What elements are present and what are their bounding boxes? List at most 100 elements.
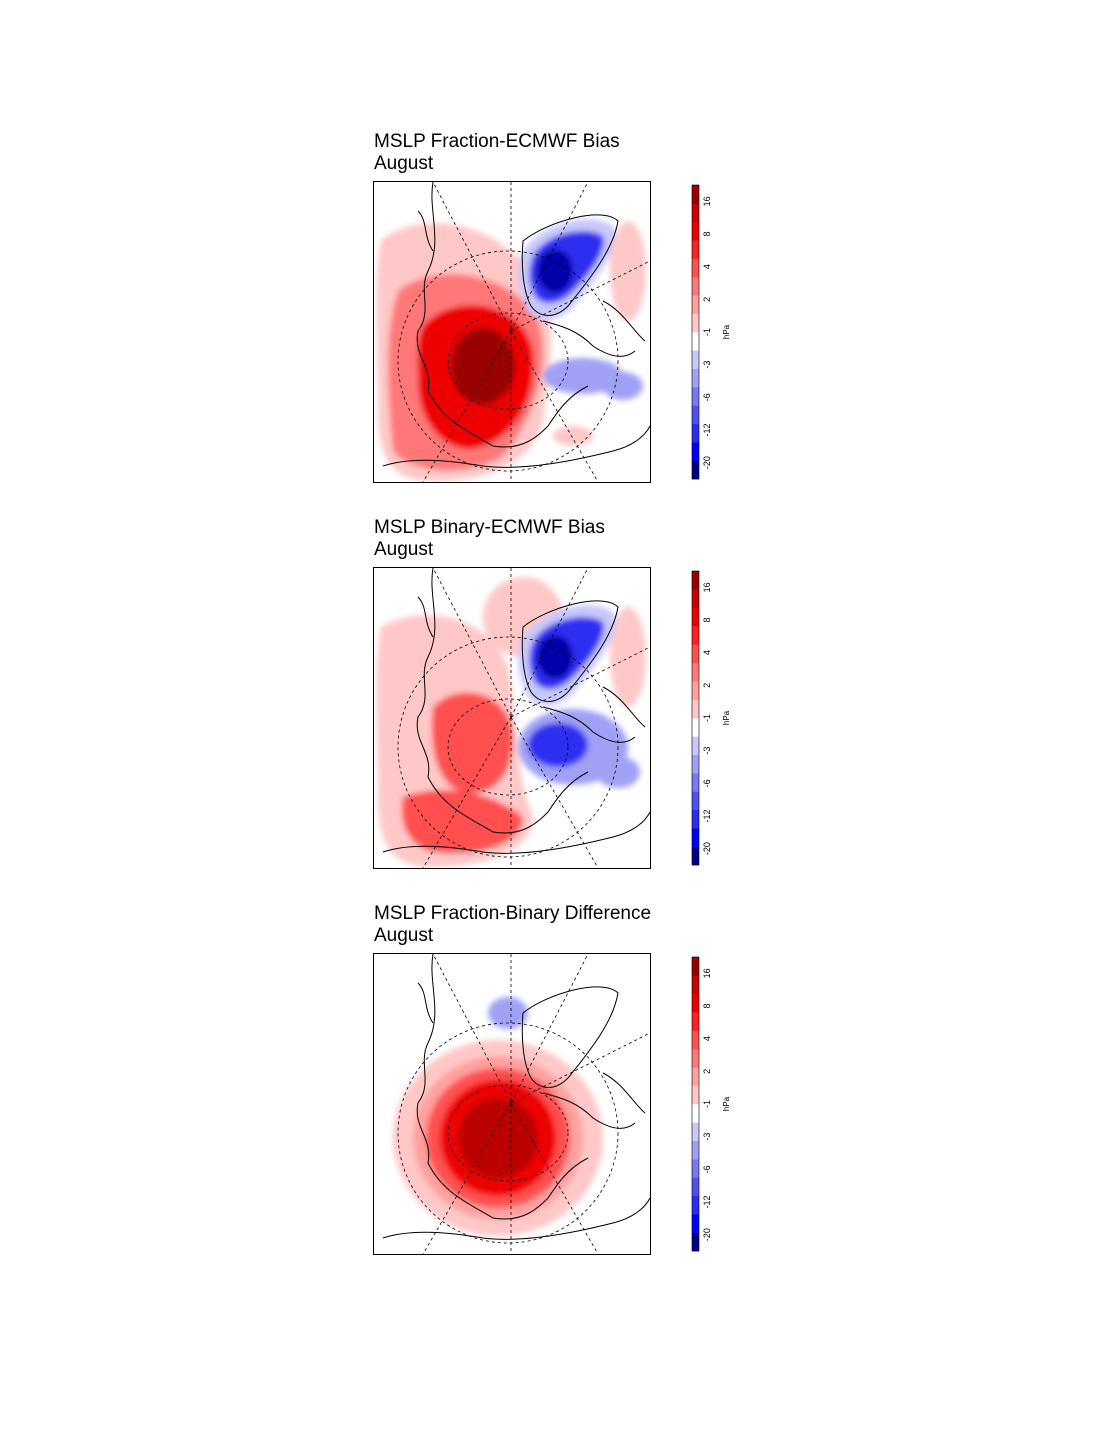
colorbar-swatch (692, 332, 699, 351)
colorbar-swatch (692, 1085, 699, 1105)
colorbar-tick-label: -6 (702, 393, 712, 401)
colorbar-tick-label: -1 (702, 1100, 712, 1108)
panel-subtitle: August (374, 153, 434, 174)
colorbar-unit-label: hPa (722, 710, 731, 725)
colorbar-swatch (692, 571, 699, 590)
colorbar-tick-label: -6 (702, 779, 712, 787)
anomaly-negative-north (488, 997, 528, 1029)
colorbar-tick-label: 8 (702, 1003, 712, 1008)
colorbar-unit-label: hPa (722, 324, 731, 339)
colorbar-tick-label: 8 (702, 231, 712, 236)
colorbar-unit-label: hPa (722, 1096, 731, 1111)
anomaly-negative-core (537, 249, 573, 293)
colorbar-tick-label: -12 (702, 423, 712, 436)
colorbar-tick-label: -12 (702, 1195, 712, 1208)
colorbar-tick-label: 2 (702, 297, 712, 302)
colorbar-tick-label: 4 (702, 1036, 712, 1041)
colorbar-tick-label: -3 (702, 1133, 712, 1141)
colorbar-swatch (692, 626, 699, 645)
colorbar-swatch (692, 350, 699, 370)
colorbar-swatch (692, 681, 699, 700)
colorbar-swatch (692, 1067, 699, 1086)
colorbar-tick-label: 16 (702, 968, 712, 978)
colorbar-tick-label: 2 (702, 683, 712, 688)
colorbar-swatch (692, 846, 699, 866)
colorbar-swatch (692, 1012, 699, 1031)
colorbar-tick-label: -20 (702, 1228, 712, 1241)
colorbar-swatch (692, 368, 699, 388)
map-fraction-binary (373, 953, 651, 1255)
colorbar-swatch (692, 1122, 699, 1142)
colorbar-tick-label: -20 (702, 842, 712, 855)
colorbar-swatch (692, 993, 699, 1013)
colorbar-frame (691, 570, 700, 866)
panel-fraction-binary: MSLP Fraction-Binary Difference August (0, 903, 1105, 1289)
colorbar-tick-label: 8 (702, 617, 712, 622)
colorbar-swatch (692, 1048, 699, 1068)
colorbar-swatch (692, 1214, 699, 1233)
anomaly-negative-east (543, 358, 623, 394)
colorbar-swatch (692, 295, 699, 314)
colorbar-swatch (692, 442, 699, 461)
panel-subtitle: August (374, 539, 434, 560)
colorbar-swatch (692, 1195, 699, 1215)
colorbar-swatch (692, 1232, 699, 1252)
colorbar-tick-label: 4 (702, 650, 712, 655)
colorbar-frame (691, 184, 700, 480)
colorbar-tick-label: -1 (702, 714, 712, 722)
colorbar-swatch (692, 276, 699, 296)
colorbar-tick-label: -1 (702, 328, 712, 336)
colorbar-swatch (692, 791, 699, 811)
colorbar-swatch (692, 460, 699, 480)
colorbar-swatch (692, 405, 699, 425)
colorbar-tick-label: 2 (702, 1069, 712, 1074)
colorbar-swatch (692, 1140, 699, 1160)
colorbar-swatch (692, 607, 699, 627)
colorbar-swatch (692, 203, 699, 223)
colorbar-tick-label: 16 (702, 196, 712, 206)
colorbar-tick-label: -6 (702, 1165, 712, 1173)
colorbar-swatch (692, 1030, 699, 1050)
colorbar-swatch (692, 423, 699, 443)
colorbar-swatch (692, 258, 699, 278)
colorbar-swatch (692, 809, 699, 829)
colorbar-swatch (692, 828, 699, 847)
colorbar-tick-label: -3 (702, 747, 712, 755)
panel-subtitle: August (374, 925, 434, 946)
colorbar-swatch (692, 754, 699, 774)
colorbar-swatch (692, 957, 699, 976)
colorbar-swatch (692, 313, 699, 333)
anomaly-positive-mid (431, 692, 513, 793)
colorbar-swatch (692, 644, 699, 664)
colorbar-swatch (692, 589, 699, 609)
colorbar-tick-label: -20 (702, 456, 712, 469)
panel-title: MSLP Fraction-Binary Difference (374, 903, 652, 924)
colorbar-frame (691, 956, 700, 1252)
colorbar-swatch (692, 699, 699, 719)
colorbar-tick-label: -12 (702, 809, 712, 822)
colorbar-tick-label: 16 (702, 582, 712, 592)
panel-title: MSLP Binary-ECMWF Bias (374, 517, 605, 538)
colorbar-swatch (692, 773, 699, 792)
colorbar-tick-label: -3 (702, 361, 712, 369)
panel-fraction-ecmwf: MSLP Fraction-ECMWF Bias August (0, 131, 1105, 517)
colorbar-swatch (692, 1177, 699, 1197)
colorbar-swatch (692, 736, 699, 756)
panel-title: MSLP Fraction-ECMWF Bias (374, 131, 620, 152)
colorbar-swatch (692, 662, 699, 682)
map-binary-ecmwf (373, 567, 651, 869)
anomaly-positive-peak (458, 1098, 538, 1178)
panel-binary-ecmwf: MSLP Binary-ECMWF Bias August (0, 517, 1105, 903)
colorbar-swatch (692, 221, 699, 241)
colorbar-tick-label: 4 (702, 264, 712, 269)
anomaly-positive-peak (451, 328, 515, 404)
colorbar-swatch (692, 1159, 699, 1178)
colorbar-swatch (692, 718, 699, 737)
colorbar-swatch (692, 240, 699, 259)
map-fraction-ecmwf (373, 181, 651, 483)
colorbar-swatch (692, 387, 699, 406)
colorbar-swatch (692, 185, 699, 204)
